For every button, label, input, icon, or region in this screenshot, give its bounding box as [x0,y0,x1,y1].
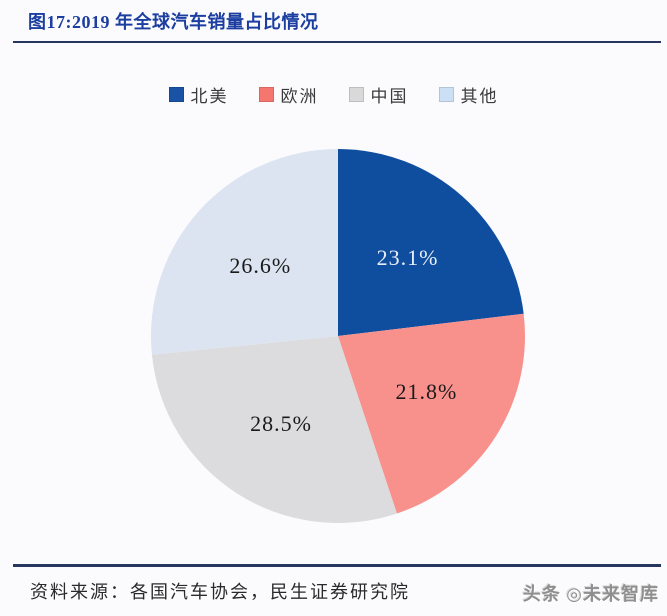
pie-slice-其他 [150,149,338,355]
legend-swatch-3 [438,87,454,102]
legend-item-2: 中国 [348,82,409,107]
source-note: 资料来源：各国汽车协会，民生证券研究院 [30,582,410,602]
pie-slice-欧洲 [338,313,526,514]
chart-legend: 北美 欧洲 中国 其他 [0,82,667,107]
legend-swatch-2 [348,87,364,102]
legend-label-0: 北美 [190,87,229,106]
title-divider [13,41,661,43]
footer-divider [13,564,661,567]
slice-value-label-中国: 28.5% [250,410,312,436]
pie-slice-中国 [151,336,397,523]
pie-chart-area: 23.1% 21.8% 28.5% 26.6% [128,126,548,546]
pie-chart [150,149,526,523]
legend-swatch-0 [168,87,184,102]
legend-item-1: 欧洲 [258,82,319,107]
legend-item-3: 其他 [438,82,499,107]
pie-slice-北美 [338,149,524,336]
legend-label-2: 中国 [370,87,409,106]
watermark: 头条 ◎未来智库 [522,584,659,604]
slice-value-label-北美: 23.1% [376,244,439,270]
legend-label-1: 欧洲 [280,87,319,106]
slice-value-label-其他: 26.6% [229,252,292,278]
figure-title: 图17:2019 年全球汽车销量占比情况 [28,12,319,32]
legend-swatch-1 [258,87,274,102]
legend-item-0: 北美 [168,82,229,107]
slice-value-label-欧洲: 21.8% [395,379,458,405]
legend-label-3: 其他 [460,87,499,106]
